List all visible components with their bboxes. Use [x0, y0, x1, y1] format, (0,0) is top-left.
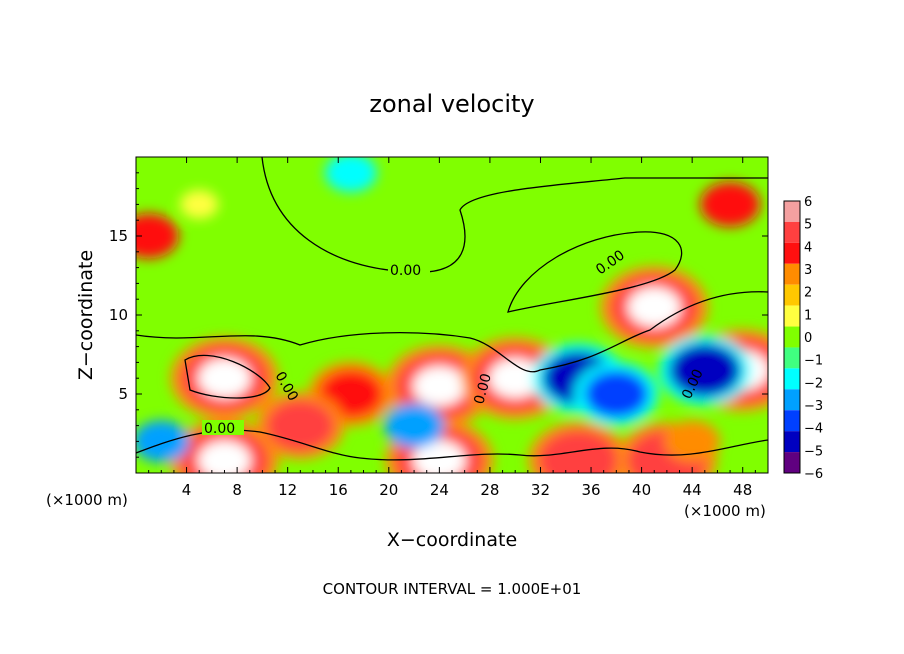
field-core	[198, 440, 251, 473]
x-tick-label: 44	[683, 481, 702, 499]
colorbar-label: −6	[804, 467, 823, 482]
colorbar-swatch	[784, 347, 800, 369]
contour-label: 0.00	[204, 421, 235, 437]
x-axis-label: X−coordinate	[387, 529, 517, 551]
x-tick-label: 16	[329, 481, 348, 499]
x-tick-label: 40	[632, 481, 651, 499]
x-tick-label: 8	[232, 481, 242, 499]
field-feature	[266, 400, 335, 452]
y-axis-label: Z−coordinate	[75, 250, 97, 380]
x-tick-label: 28	[480, 481, 499, 499]
colorbar-swatch	[784, 221, 800, 243]
field-core	[198, 358, 251, 399]
colorbar: 6 5 4 3 2 1 0 −1 −2 −3 −4 −5 −6	[783, 195, 823, 482]
colorbar-label: 3	[804, 263, 812, 278]
contour-zero-tongue	[507, 231, 683, 313]
colorbar-label: 5	[804, 218, 812, 233]
y-tick-label: 15	[109, 227, 128, 245]
field-core	[488, 358, 542, 399]
colorbar-label: 6	[804, 195, 812, 210]
chart-title: zonal velocity	[369, 90, 534, 118]
contour-interval-note: CONTOUR INTERVAL = 1.000E+01	[323, 580, 582, 598]
x-unit-right: (×1000 m)	[684, 502, 766, 520]
contour-zero-upper	[261, 157, 768, 273]
y-tick-label: 5	[118, 385, 128, 403]
field-core	[627, 287, 681, 327]
colorbar-swatch	[784, 263, 800, 285]
y-axis: 5 10 15	[109, 172, 768, 458]
colorbar-swatch	[784, 410, 800, 432]
colorbar-swatch	[784, 368, 800, 390]
colorbar-swatch	[784, 326, 800, 348]
colorbar-swatch	[784, 389, 800, 411]
contour-label: 0.00	[471, 372, 495, 406]
colorbar-label: −4	[804, 422, 823, 437]
y-tick-label: 10	[109, 306, 128, 324]
field-feature	[324, 157, 377, 193]
colorbar-label: −3	[804, 399, 823, 414]
field-feature	[664, 420, 721, 463]
field-feature	[136, 213, 179, 259]
field-feature	[180, 190, 219, 219]
colorbar-swatch	[784, 431, 800, 453]
x-tick-label: 24	[430, 481, 449, 499]
x-tick-label: 36	[581, 481, 600, 499]
contour-zero-middle	[136, 291, 768, 373]
x-tick-label: 20	[379, 481, 398, 499]
colorbar-swatch	[784, 452, 800, 473]
colorbar-label: 4	[804, 240, 812, 255]
colorbar-swatch	[784, 284, 800, 306]
field-feature	[136, 420, 190, 463]
contour-label: 0.00	[390, 263, 421, 279]
colorbar-frame	[783, 200, 801, 474]
colorbar-swatch	[784, 242, 800, 264]
x-tick-label: 32	[531, 481, 550, 499]
colorbar-label: 1	[804, 308, 812, 323]
colorbar-label: 2	[804, 286, 812, 301]
field-feature	[668, 343, 741, 398]
field-feature	[384, 403, 445, 449]
field-core	[412, 366, 466, 406]
colorbar-label: −5	[804, 444, 823, 459]
contour-positive-core	[184, 354, 271, 399]
field-core	[412, 440, 466, 473]
colorbar-label: −1	[804, 354, 823, 369]
x-tick-label: 4	[182, 481, 192, 499]
x-axis: 4 8 12 16 20 24 28 32 36 40 44 48	[148, 157, 756, 499]
colorbar-label: 0	[804, 331, 812, 346]
plot-area: 0.00 0.00 0.00 0.00 0.00 0.00	[136, 157, 768, 473]
x-tick-label: 48	[733, 481, 752, 499]
colorbar-label: −2	[804, 376, 823, 391]
colorbar-swatch	[784, 305, 800, 327]
field-feature	[538, 430, 619, 473]
colorbar-swatch	[784, 201, 800, 222]
field-feature	[584, 370, 649, 418]
x-tick-label: 12	[278, 481, 297, 499]
field-feature	[700, 181, 761, 227]
x-unit-left: (×1000 m)	[46, 491, 128, 509]
